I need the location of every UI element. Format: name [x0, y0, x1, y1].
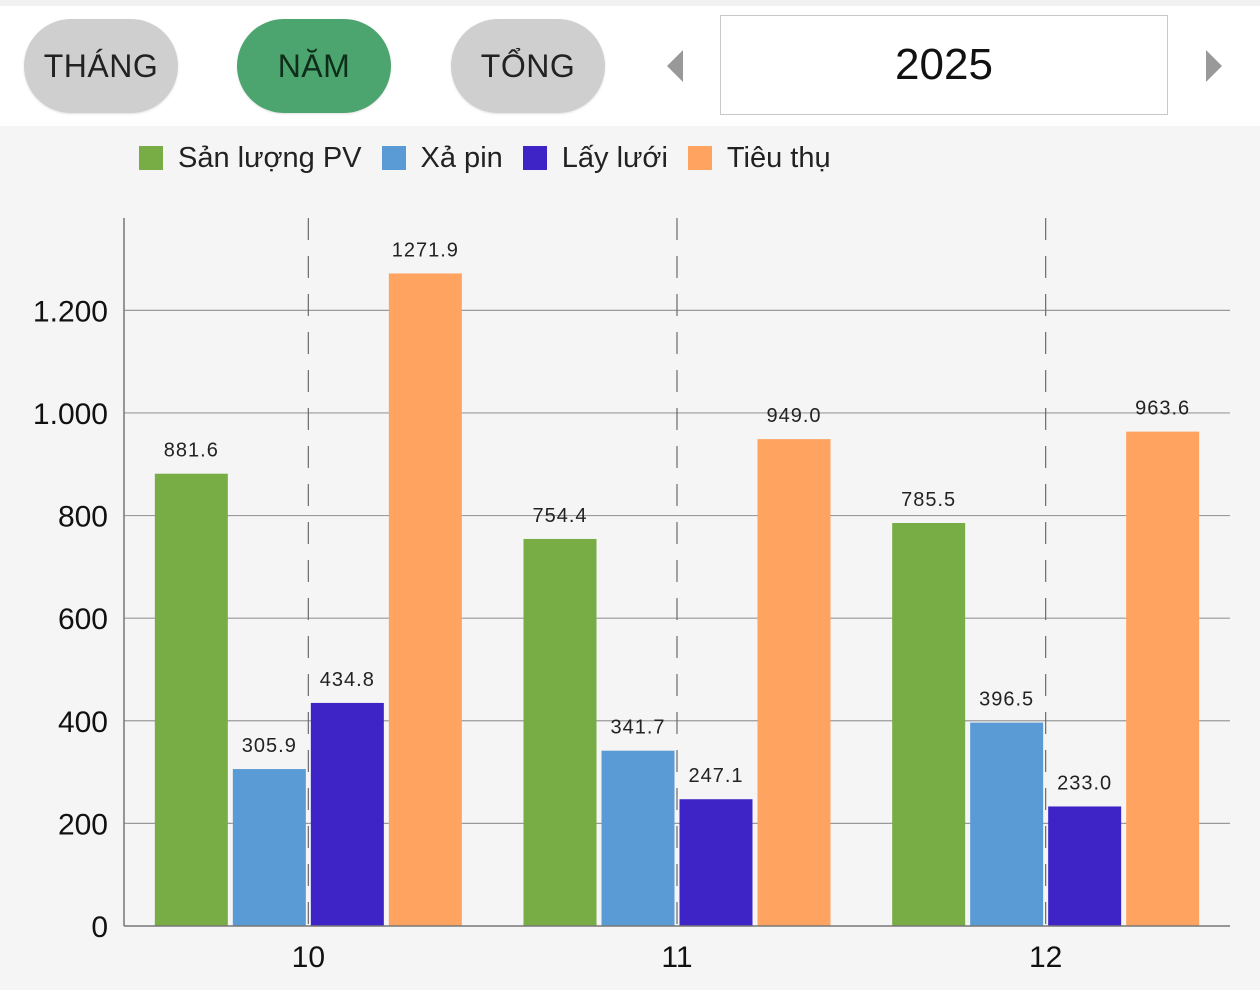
data-label: 785.5 — [901, 489, 956, 511]
year-display: 2025 — [720, 15, 1168, 115]
y-tick-label: 600 — [58, 603, 108, 636]
legend-label-battery: Xả pin — [420, 141, 503, 174]
bar — [679, 799, 753, 926]
triangle-right-icon[interactable] — [1206, 50, 1222, 82]
bar — [154, 473, 228, 926]
x-tick-label: 11 — [661, 941, 692, 974]
data-label: 434.8 — [320, 669, 375, 691]
top-toolbar: THÁNG NĂM TỔNG 2025 — [0, 0, 1260, 126]
tab-thang[interactable]: THÁNG — [24, 19, 178, 113]
legend-item-pv: Sản lượng PV — [139, 142, 362, 175]
x-tick-label: 10 — [292, 941, 325, 974]
data-label: 754.4 — [532, 505, 587, 527]
data-label: 233.0 — [1057, 772, 1112, 794]
legend-item-grid: Lấy lưới — [522, 141, 668, 175]
bar — [523, 538, 597, 926]
legend-label-grid: Lấy lưới — [561, 141, 668, 174]
legend-item-consumption: Tiêu thụ — [687, 141, 831, 175]
y-tick-label: 800 — [58, 501, 108, 534]
y-tick-label: 0 — [91, 911, 108, 944]
bar — [1048, 806, 1122, 926]
bar — [388, 273, 462, 927]
bar — [970, 722, 1044, 926]
bar — [892, 523, 966, 926]
bar — [1126, 431, 1200, 926]
x-tick-label: 12 — [1029, 941, 1062, 974]
triangle-left-icon[interactable] — [667, 50, 683, 82]
chart-legend: Sản lượng PV Xả pin Lấy lưới Tiêu thụ — [139, 138, 851, 178]
data-label: 963.6 — [1135, 398, 1190, 420]
legend-swatch-pv — [139, 146, 163, 170]
legend-label-pv: Sản lượng PV — [178, 141, 362, 174]
legend-swatch-grid — [522, 146, 547, 170]
data-label: 305.9 — [242, 735, 297, 757]
bar — [232, 769, 306, 926]
data-label: 949.0 — [766, 405, 821, 427]
legend-label-consumption: Tiêu thụ — [726, 141, 831, 174]
bar — [601, 750, 675, 926]
data-label: 247.1 — [688, 765, 743, 787]
legend-swatch-consumption — [687, 146, 712, 170]
tab-nam[interactable]: NĂM — [237, 19, 391, 113]
y-tick-label: 400 — [58, 706, 108, 739]
y-tick-label: 200 — [58, 808, 108, 841]
y-tick-label: 1.000 — [33, 398, 108, 431]
top-divider — [0, 0, 1260, 6]
data-label: 341.7 — [610, 717, 665, 739]
bar — [757, 439, 831, 926]
legend-item-battery: Xả pin — [381, 141, 503, 175]
data-label: 396.5 — [979, 689, 1034, 711]
data-label: 881.6 — [164, 440, 219, 462]
tab-tong[interactable]: TỔNG — [451, 19, 605, 113]
bar — [310, 702, 384, 926]
y-tick-label: 1.200 — [33, 295, 108, 328]
legend-swatch-battery — [381, 146, 406, 170]
data-label: 1271.9 — [392, 239, 459, 261]
